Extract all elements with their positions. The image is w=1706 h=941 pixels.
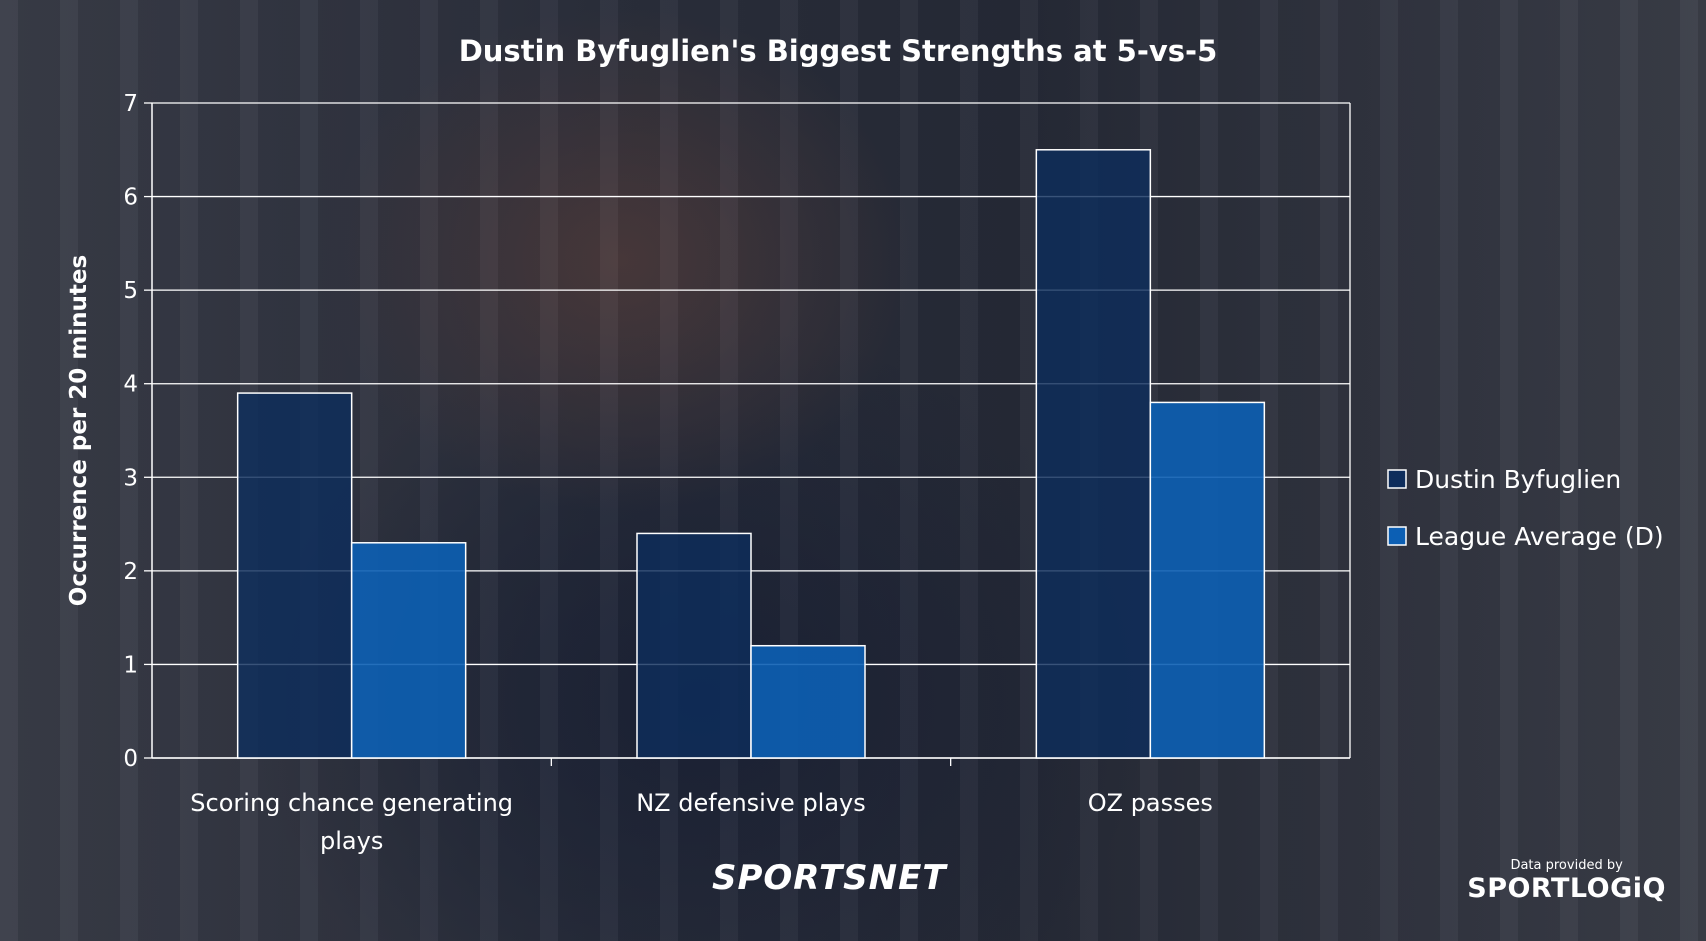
y-tick-label: 3 [123,465,138,491]
credit-prefix: Data provided by [1510,858,1623,873]
x-category-label: NZ defensive plays [636,789,866,817]
chart-title: Dustin Byfuglien's Biggest Strengths at … [459,34,1218,68]
x-category-label: Scoring chance generating [190,789,513,817]
sportlogiq-logo: SPORTLOGiQ [1467,873,1666,904]
legend-swatch [1387,469,1407,489]
x-category-label: OZ passes [1088,789,1213,817]
sportsnet-logo: SPORTSNET [712,858,947,898]
bar-player [236,392,353,759]
legend-label: League Average (D) [1415,522,1664,551]
bar-player [636,532,752,759]
x-category-label: plays [320,827,383,855]
y-axis-label: Occurrence per 20 minutes [66,255,92,606]
bar-player [1035,149,1152,759]
y-tick-label: 1 [123,652,138,678]
bar-league-average [350,542,467,759]
y-tick-label: 6 [123,185,138,211]
y-tick-label: 2 [123,559,138,585]
legend-label: Dustin Byfuglien [1415,465,1621,494]
bar-league-average [1149,401,1266,759]
y-tick-label: 0 [123,746,138,772]
bar-league-average [750,644,866,759]
y-tick-label: 5 [123,278,138,304]
y-tick-label: 7 [123,91,138,117]
data-credit: Data provided by SPORTLOGiQ [1467,858,1666,904]
legend-swatch [1387,526,1407,546]
y-tick-label: 4 [123,372,138,398]
